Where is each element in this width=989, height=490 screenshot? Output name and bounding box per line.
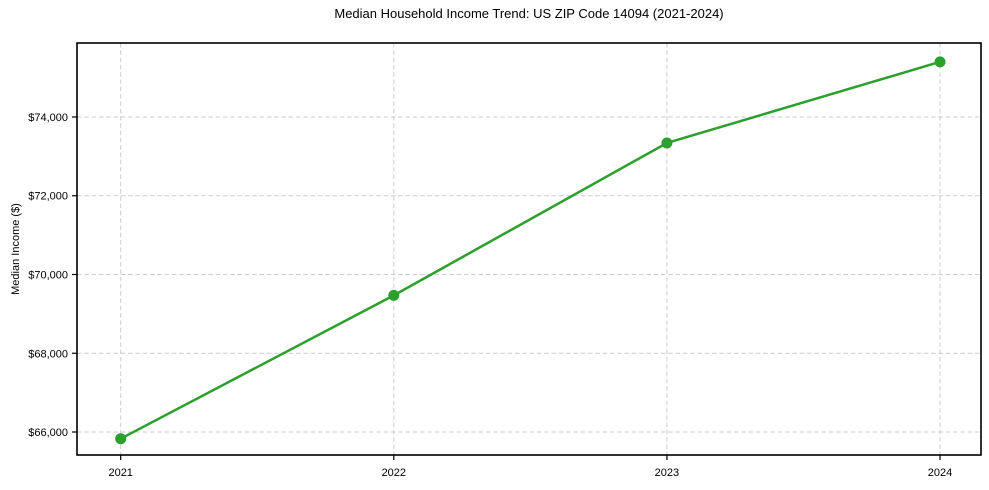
y-tick-label: $70,000 [28,269,68,281]
y-tick-label: $74,000 [28,112,68,124]
x-tick-label: 2021 [108,467,132,479]
data-point-2024 [934,56,946,68]
chart-layers: 2021 2022 2023 2024 $66,000 $68,000 $70,000 $72… [28,42,982,479]
y-tick-label: $68,000 [28,348,68,360]
x-tick-label: 2024 [928,467,952,479]
data-point-2023 [661,137,673,149]
income-trend-line [119,60,942,440]
x-tick-label: 2022 [382,467,406,479]
y-axis-label: Median Income ($) [10,203,22,295]
data-point-2021 [115,433,127,445]
x-tick-label: 2023 [655,467,679,479]
chart-title: Median Household Income Trend: US ZIP Co… [334,6,724,21]
y-tick-label: $66,000 [28,427,68,439]
y-tick-label: $72,000 [28,191,68,203]
data-point-2022 [388,289,400,301]
plot-border [76,42,982,456]
